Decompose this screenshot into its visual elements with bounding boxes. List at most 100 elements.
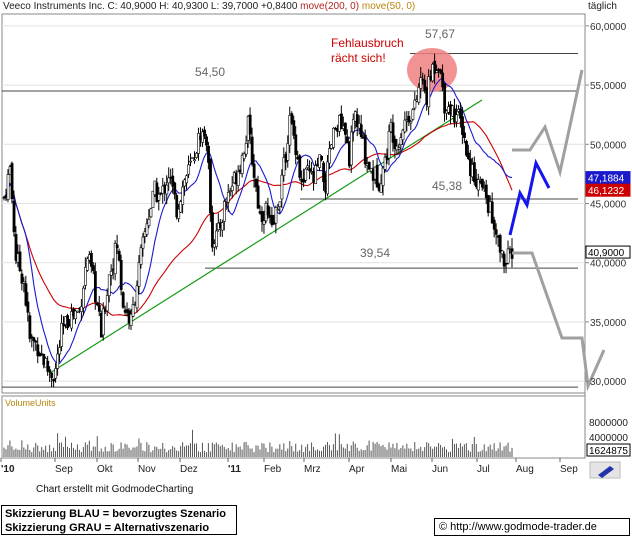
candle-body [187,164,191,175]
ticker-line: Veeco Instruments Inc. C: 40,9000 H: 40,… [3,1,298,12]
candle-body [211,212,214,248]
candle-body [433,60,437,74]
candle-body [391,122,395,143]
legend-grey: Skizzierung GRAU = Alternativszenario [5,522,210,534]
candle-body [492,219,496,230]
candle-body [344,122,347,135]
candle-body [421,78,425,81]
candle-body [393,138,397,149]
candle-body [228,190,232,192]
candle-body [367,161,371,170]
volume-value: 1624875 [589,446,628,457]
x-tick-label: Nov [138,464,156,475]
x-tick-label: Okt [97,464,113,475]
candle-body [82,287,85,309]
candle-body [363,134,367,165]
candle-body [147,218,151,226]
candle-body [220,222,224,231]
candle-body [502,253,506,267]
value-box-label: 40,9000 [588,248,625,259]
y-tick-label: 55,0000 [590,81,627,92]
candle-body [413,99,417,109]
ma200-label: move(200, 0) [300,1,360,12]
candle-body [58,347,62,355]
candle-body [117,250,121,261]
candle-body [387,130,391,159]
candle-body [270,214,274,226]
x-tick-label: Sep [560,464,578,475]
candle-body [222,201,226,222]
candle-body [34,340,38,343]
candle-body [427,76,431,108]
candle-body [401,129,405,141]
candle-body [226,192,230,203]
value-box-label: 46,1232 [588,186,625,197]
candle-body [2,196,6,199]
candle-body [191,157,195,159]
candle-body [472,162,476,183]
pen-icon[interactable] [598,466,614,478]
candle-body [359,124,363,138]
x-tick-label: '11 [228,464,241,475]
candle-body [465,140,468,156]
y-tick-label: 30,0000 [590,377,627,388]
legend-blue: Skizzierung BLAU = bevorzugtes Szenario [5,508,226,520]
x-tick-label: Mrz [304,464,321,475]
candle-body [62,323,66,327]
candle-body [463,132,466,138]
candle-body [328,148,331,164]
candle-body [240,154,244,174]
x-tick-label: Dez [180,464,198,475]
candle-body [80,306,83,312]
candle-body [480,178,484,188]
candle-body [256,185,260,209]
candle-body [137,262,141,287]
candle-body [383,156,387,170]
candle-body [14,234,18,261]
period-label: täglich [588,1,617,12]
candle-body [165,184,169,195]
candle-body [262,220,266,225]
x-tick-label: Sep [55,464,73,475]
ma50-label: move(50, 0) [361,1,416,12]
y-tick-label: 60,0000 [590,22,627,33]
candle-body [84,267,87,286]
candle-body [209,158,212,214]
candle-body [340,113,343,130]
candle-body [242,153,246,159]
candle-body [155,182,159,203]
candle-body [20,273,24,284]
candle-body [236,171,240,186]
candle-body [105,295,109,312]
candle-body [304,168,308,181]
candle-body [407,115,411,123]
candle-body [441,72,445,88]
volume-label: VolumeUnits [5,398,56,408]
x-tick-label: Jul [477,464,490,475]
candle-body [189,160,193,163]
candle-body [90,253,93,267]
candle-body [375,164,379,188]
candle-body [201,131,204,143]
source-link[interactable]: © http://www.godmode-trader.de [434,518,630,536]
candle-body [171,175,175,187]
candle-body [215,230,218,247]
candle-body [129,313,133,326]
candle-body [439,69,443,74]
candle-body [504,262,508,265]
candle-body [459,108,462,119]
candle-body [56,353,60,369]
candle-body [417,87,421,103]
candle-body [506,248,510,264]
candle-body [252,163,256,178]
level-label-45-38: 45,38 [432,179,462,193]
x-tick-label: Jun [432,464,448,475]
candle-body [381,167,385,186]
value-box-ma200 [585,183,631,197]
candle-body [10,163,14,200]
y-tick-label: 50,0000 [590,140,627,151]
candle-body [455,114,458,123]
annotation-line-1: Fehlausbruch [331,36,404,50]
annotation-line-2: rächt sich! [331,51,386,65]
